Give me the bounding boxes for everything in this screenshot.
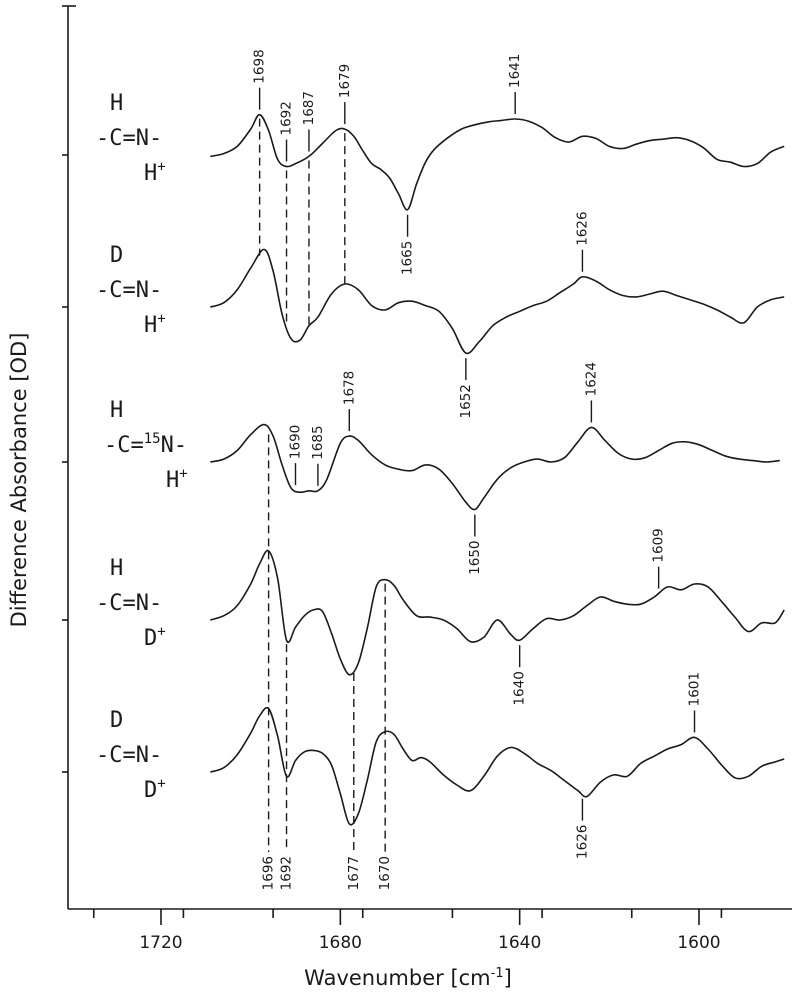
peak-label: 1690 — [288, 425, 304, 459]
species-label-line: D+ — [144, 624, 166, 651]
peak-label: 1677 — [346, 856, 362, 890]
species-label-line: -C=N- — [96, 591, 162, 616]
x-tick-label: 1680 — [319, 933, 362, 953]
species-label-line: -C=N- — [96, 743, 162, 768]
species-label-line: -C=N- — [96, 126, 162, 151]
y-axis-title: Difference Absorbance [OD] — [7, 333, 31, 628]
peak-label: 1678 — [341, 371, 357, 405]
species-label-line: D+ — [144, 776, 166, 803]
spectrum-s1 — [210, 113, 785, 211]
peak-label: 1698 — [252, 49, 268, 83]
x-tick-label: 1640 — [498, 933, 541, 953]
peak-label: 1692 — [279, 856, 295, 890]
species-label-line: -C=15N- — [104, 431, 187, 458]
peak-label: 1609 — [651, 528, 667, 562]
species-label-line: -C=N- — [96, 278, 162, 303]
spectrum-s5 — [210, 706, 785, 826]
species-label-line: H — [110, 91, 123, 116]
peak-label: 1650 — [467, 541, 483, 575]
peak-label: 1601 — [687, 672, 703, 706]
species-label-line: H — [110, 556, 123, 581]
species-label-line: D — [110, 243, 123, 268]
peak-label: 1692 — [279, 101, 295, 135]
peak-label: 1670 — [377, 856, 393, 890]
species-label-line: D — [110, 708, 123, 733]
peak-label: 1641 — [507, 54, 523, 88]
peak-label: 1624 — [583, 362, 599, 396]
spectrum-s3 — [210, 423, 780, 511]
peak-label: 1626 — [574, 211, 590, 245]
peak-label: 1679 — [337, 64, 353, 98]
species-label-line: H+ — [166, 466, 188, 493]
x-tick-label: 1720 — [139, 933, 182, 953]
x-tick-label: 1600 — [677, 933, 720, 953]
peak-label: 1687 — [301, 91, 317, 125]
x-axis-title: Wavenumber [cm-1] — [304, 966, 512, 990]
peak-label: 1685 — [310, 425, 326, 459]
spectrum-s4 — [210, 549, 785, 676]
peak-label: 1626 — [574, 825, 590, 859]
peak-label: 1665 — [400, 241, 416, 275]
species-label-line: H+ — [144, 311, 166, 338]
peak-label: 1652 — [458, 384, 474, 418]
peak-label: 1640 — [512, 671, 528, 705]
species-label-line: H — [110, 398, 123, 423]
spectra — [210, 113, 785, 826]
axes: 1720 1680 1640 1600 — [62, 5, 792, 953]
spectrum-s2 — [210, 248, 785, 355]
peak-annotations: 1698 1692 1687 1679 1641 1665 1626 1652 1678 1624… — [252, 49, 703, 890]
species-label-line: H+ — [144, 159, 166, 186]
peak-label: 1696 — [261, 856, 277, 890]
species-labels: H -C=N- H+ D -C=N- H+ H -C=15N- H+ H -C=N- D+ D -C=N-… — [96, 91, 188, 803]
